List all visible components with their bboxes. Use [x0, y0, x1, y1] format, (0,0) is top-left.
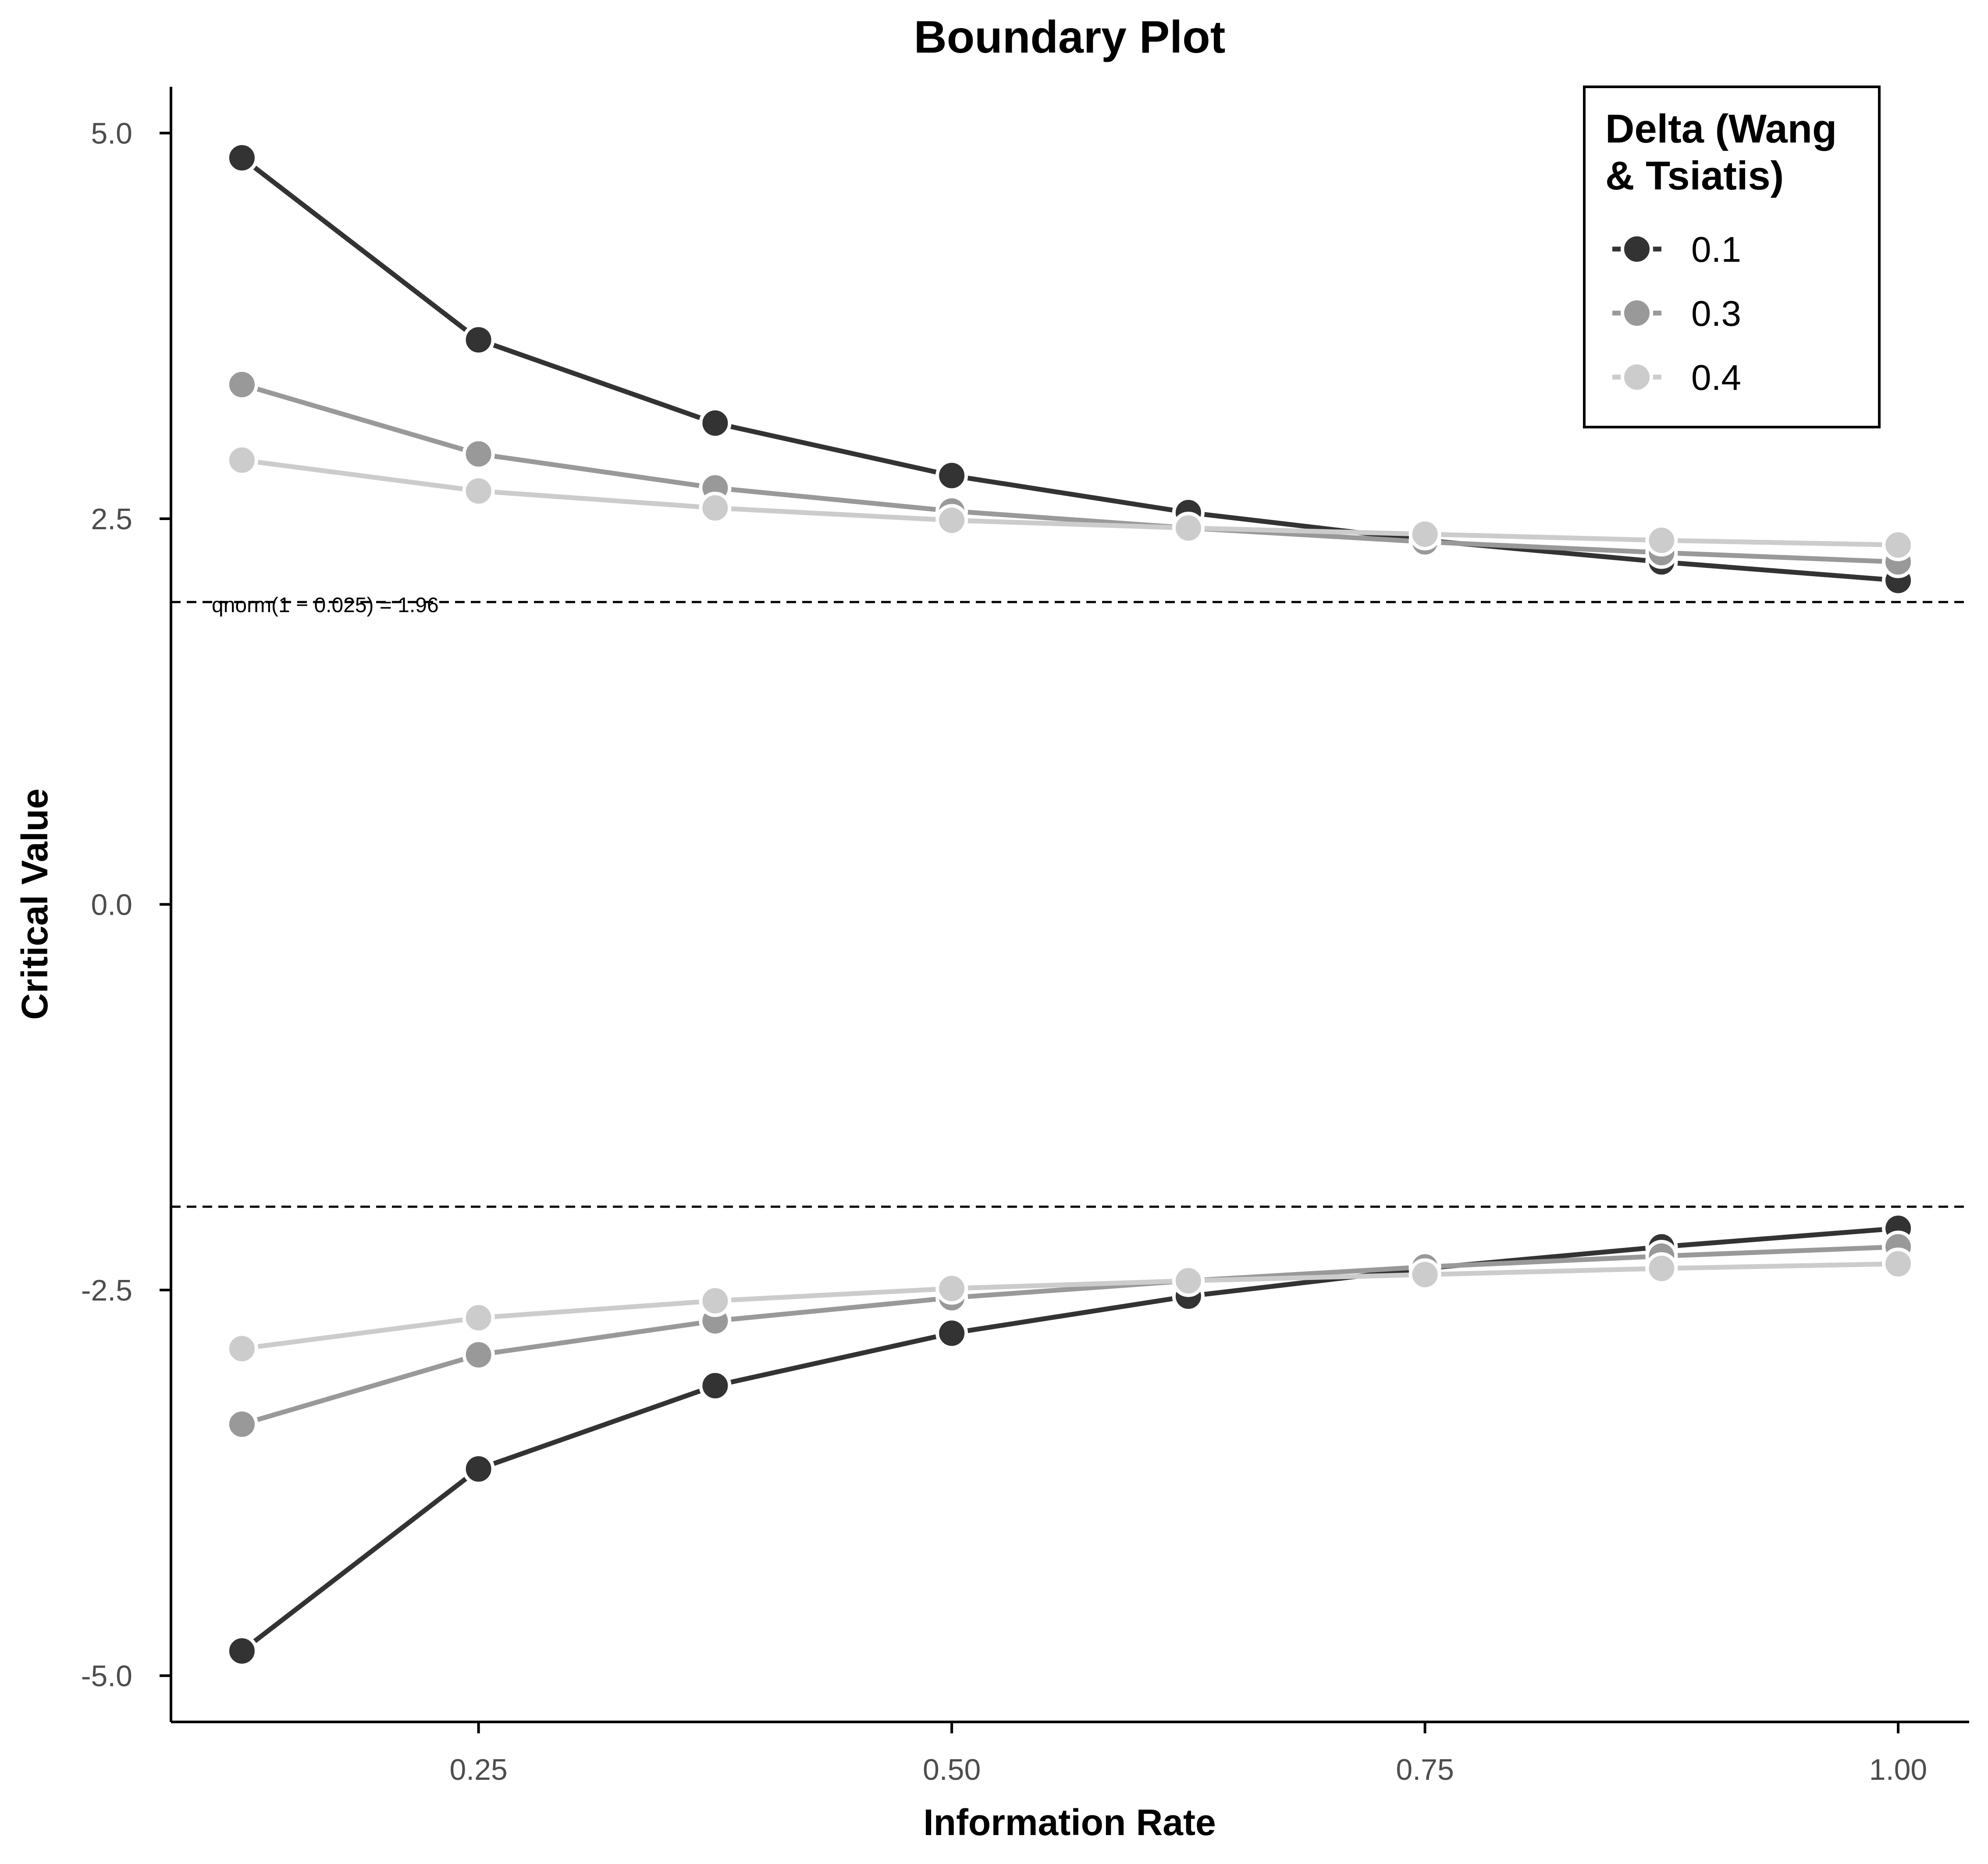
series-line-0.1-upper: [239, 155, 1901, 583]
x-tick-label: 0.75: [1396, 1753, 1454, 1786]
data-point-0.1-upper: [699, 406, 732, 439]
reference-lines: [171, 601, 1969, 1208]
data-point-0.4-lower: [935, 1272, 968, 1305]
legend-title-line-2: & Tsiatis): [1605, 153, 1784, 198]
data-point-0.4-lower: [1645, 1252, 1678, 1285]
x-tick-label: 0.25: [449, 1753, 507, 1786]
data-point-0.3-upper: [462, 438, 495, 470]
y-tick-label: 0.0: [91, 888, 132, 922]
legend-items: 0.1 0.3 0.4: [1612, 230, 1741, 398]
y-axis-ticks: 5.0 2.5 0.0 -2.5 -5.0: [81, 117, 171, 1693]
data-point-0.4-upper: [1172, 512, 1205, 545]
data-point-0.4-upper: [1882, 528, 1915, 561]
legend-title-line-1: Delta (Wang: [1605, 107, 1837, 151]
legend-key-point-0.4: [1621, 361, 1653, 393]
data-point-0.1-upper: [225, 141, 258, 174]
legend-key-point-0.3: [1621, 297, 1653, 329]
data-point-0.4-upper: [935, 504, 968, 537]
y-tick-label: 5.0: [91, 117, 132, 150]
data-point-0.4-lower: [1408, 1258, 1441, 1291]
x-tick-label: 0.50: [923, 1753, 981, 1786]
data-point-0.1-upper: [462, 323, 495, 356]
x-tick-label: 1.00: [1869, 1753, 1927, 1786]
data-point-0.4-lower: [1172, 1264, 1205, 1297]
series-line-0.1-lower: [239, 1226, 1901, 1654]
series-line-0.3-lower: [239, 1244, 1901, 1427]
data-point-0.4-upper: [462, 474, 495, 507]
x-axis-ticks: 0.25 0.50 0.75 1.00: [449, 1722, 1927, 1786]
y-tick-label: -5.0: [81, 1659, 132, 1693]
data-point-0.1-upper: [935, 459, 968, 492]
series-lines: [239, 155, 1901, 1654]
data-point-0.1-lower: [225, 1635, 258, 1668]
data-point-0.4-upper: [1408, 518, 1441, 551]
y-tick-label: 2.5: [91, 503, 132, 536]
series-line-0.4-upper: [239, 457, 1901, 548]
x-axis-title: Information Rate: [923, 1802, 1216, 1843]
data-point-0.3-lower: [462, 1338, 495, 1371]
legend-label-0.4: 0.4: [1691, 358, 1741, 398]
series-points: [225, 141, 1915, 1668]
data-point-0.1-lower: [462, 1453, 495, 1486]
data-point-0.1-lower: [935, 1317, 968, 1350]
data-point-0.1-lower: [699, 1369, 732, 1402]
legend-key-point-0.1: [1621, 233, 1653, 265]
data-point-0.4-lower: [1882, 1247, 1915, 1280]
chart-title: Boundary Plot: [914, 12, 1226, 63]
data-point-0.4-upper: [1645, 524, 1678, 557]
data-point-0.4-upper: [225, 444, 258, 477]
data-point-0.4-lower: [699, 1284, 732, 1317]
y-tick-label: -2.5: [81, 1274, 132, 1307]
data-point-0.3-upper: [225, 368, 258, 401]
legend: Delta (Wang & Tsiatis) 0.1 0.3 0.4: [1583, 86, 1881, 428]
legend-label-0.1: 0.1: [1691, 230, 1741, 270]
legend-label-0.3: 0.3: [1691, 294, 1741, 334]
series-line-0.3-upper: [239, 382, 1901, 565]
data-point-0.3-lower: [225, 1408, 258, 1441]
data-point-0.4-lower: [462, 1301, 495, 1334]
y-axis-title: Critical Value: [14, 788, 55, 1020]
reference-line-label: qnorm(1 − 0.025) = 1.96: [212, 594, 439, 617]
series-line-0.4-lower: [239, 1261, 1901, 1351]
data-point-0.4-upper: [699, 492, 732, 524]
data-point-0.4-lower: [225, 1332, 258, 1365]
